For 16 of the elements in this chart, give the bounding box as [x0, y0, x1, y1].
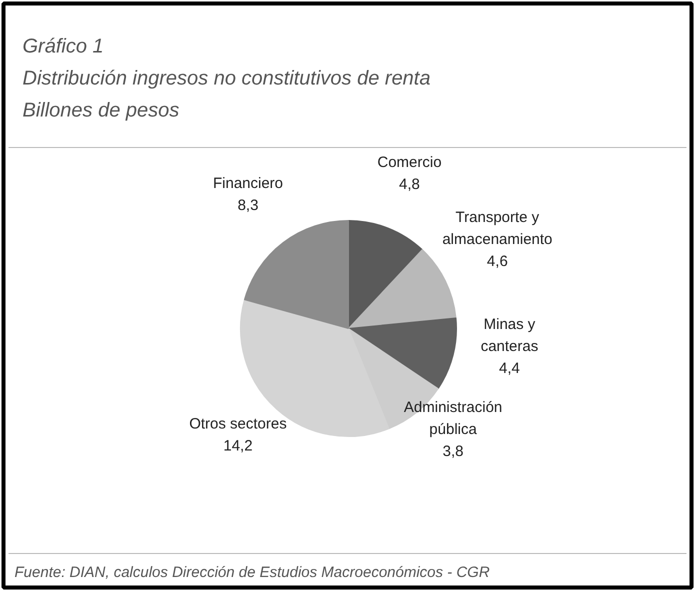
data-label: 14,2	[223, 437, 253, 454]
source-note: Fuente: DIAN, calculos Dirección de Estudios Macroeconómicos - CGR	[14, 564, 490, 581]
data-label: 4,6	[486, 253, 508, 270]
slice-label: Otros sectores	[189, 415, 287, 432]
chart-title: Gráfico 1	[22, 36, 104, 58]
slice-label: Administración pública	[404, 399, 502, 438]
data-label: 4,4	[499, 360, 520, 378]
data-label: 8,3	[238, 196, 258, 214]
data-label: 4,8	[399, 176, 420, 193]
slice-label: Financiero	[212, 174, 284, 192]
text: Billones de pesos	[22, 100, 180, 122]
slice-label: Transporte y almacenamiento	[442, 208, 552, 248]
data-label: 3,8	[442, 443, 464, 460]
slice-label: Minas y canteras	[480, 316, 538, 356]
chart-subtitle: Distribución ingresos no constitutivos de renta	[22, 68, 430, 90]
slice-label: Comercio	[377, 154, 442, 171]
